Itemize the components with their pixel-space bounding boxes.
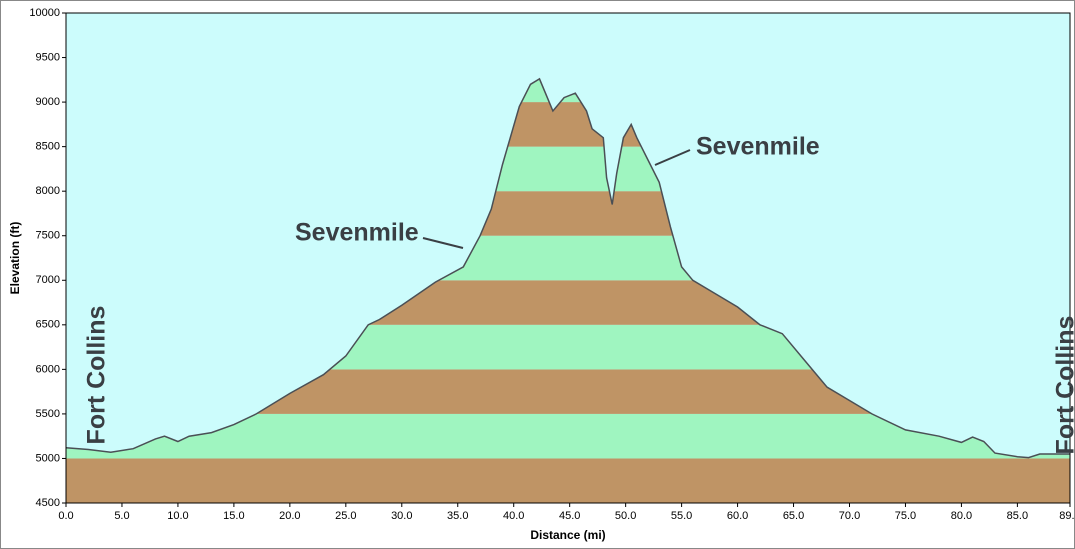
annotation-leader — [654, 149, 691, 166]
x-tick-label: 60.0 — [727, 510, 748, 522]
x-tick-label: 80.0 — [951, 510, 972, 522]
annotation: Fort Collins — [1052, 316, 1075, 455]
y-tick-label: 6500 — [36, 319, 60, 331]
x-tick-label: 5.0 — [114, 510, 129, 522]
y-tick-label: 8000 — [36, 185, 60, 197]
annotation: Sevenmile — [696, 133, 820, 161]
y-tick-label: 8500 — [36, 141, 60, 153]
plot-border — [65, 12, 1071, 504]
elevation-band — [66, 458, 1070, 503]
x-tick-label: 40.0 — [503, 510, 524, 522]
y-tick-label: 6000 — [36, 363, 60, 375]
x-tick-label: 85.0 — [1007, 510, 1028, 522]
x-tick-label: 55.0 — [671, 510, 692, 522]
y-tick-label: 7500 — [36, 230, 60, 242]
x-tick-label: 35.0 — [447, 510, 468, 522]
x-tick-label: 75.0 — [895, 510, 916, 522]
y-tick-label: 5500 — [36, 408, 60, 420]
annotation: Fort Collins — [83, 306, 111, 445]
x-tick-label: 20.0 — [279, 510, 300, 522]
x-tick-label: 45.0 — [559, 510, 580, 522]
x-tick-label: 70.0 — [839, 510, 860, 522]
x-tick-label: 89.7 — [1059, 510, 1075, 522]
x-tick-label: 0.0 — [58, 510, 73, 522]
x-tick-label: 30.0 — [391, 510, 412, 522]
x-tick-label: 25.0 — [335, 510, 356, 522]
x-tick-label: 50.0 — [615, 510, 636, 522]
y-axis-label: Elevation (ft) — [8, 222, 22, 295]
y-tick-label: 7000 — [36, 274, 60, 286]
y-tick-label: 9500 — [36, 51, 60, 63]
x-axis-label: Distance (mi) — [530, 528, 605, 542]
x-tick-label: 15.0 — [223, 510, 244, 522]
annotation: Sevenmile — [295, 219, 419, 247]
y-tick-label: 10000 — [29, 7, 60, 19]
annotation-leader — [422, 237, 464, 249]
y-tick-label: 5000 — [36, 452, 60, 464]
y-tick-label: 4500 — [36, 497, 60, 509]
x-tick-label: 10.0 — [167, 510, 188, 522]
y-tick-label: 9000 — [36, 96, 60, 108]
x-tick-label: 65.0 — [783, 510, 804, 522]
profile-line — [65, 77, 1070, 459]
